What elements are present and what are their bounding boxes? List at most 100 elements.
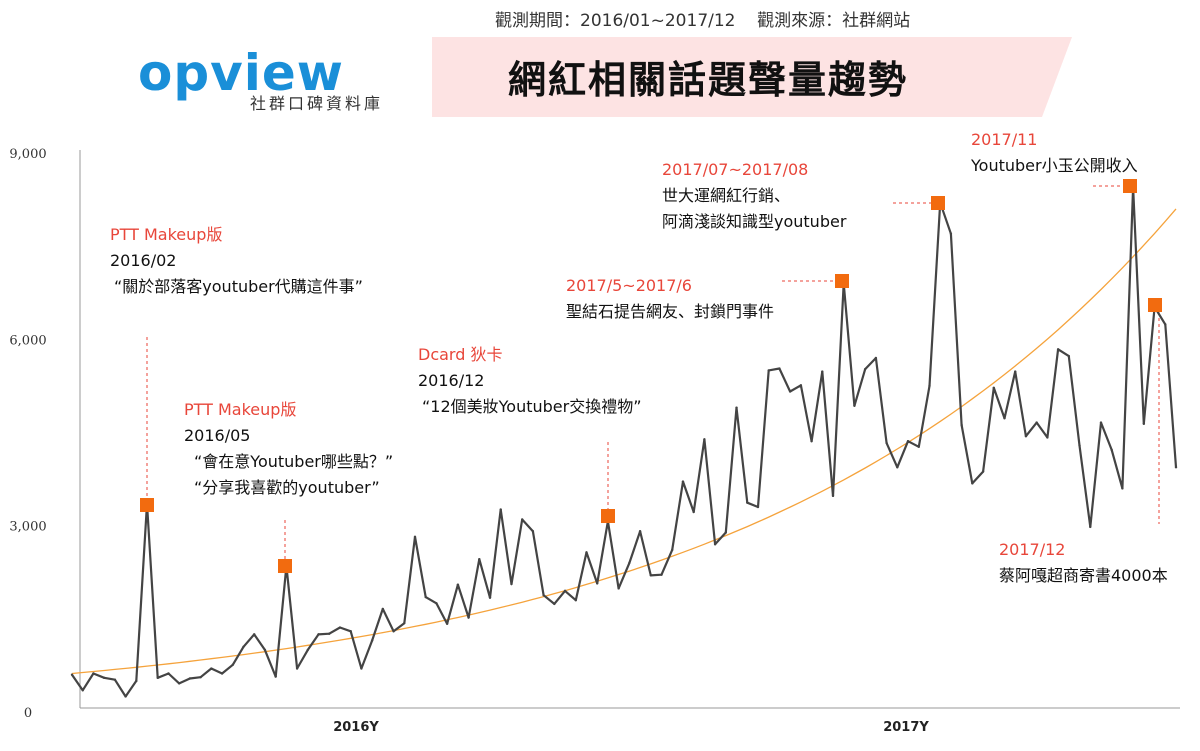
annotation-title: 2017/11 [971, 130, 1038, 149]
data-point [906, 439, 910, 443]
annotation-title: 2017/12 [999, 540, 1066, 559]
annotation-2017-07: 2017/07~2017/08 世大運網紅行銷、 阿滴淺談知識型youtuber [662, 157, 846, 235]
data-point [756, 505, 760, 509]
annotation-title: 2017/07~2017/08 [662, 160, 809, 179]
annotation-line: 蔡阿嘎超商寄書4000本 [999, 566, 1168, 585]
data-point [156, 676, 159, 680]
highlight-marker [601, 509, 615, 523]
data-point [853, 404, 856, 407]
data-point [1174, 466, 1178, 469]
data-point [788, 390, 792, 393]
data-point [220, 672, 224, 675]
data-point [499, 508, 502, 511]
highlight-marker [931, 196, 945, 210]
data-point [885, 441, 888, 445]
data-point [188, 677, 192, 680]
annotation-line: “關於部落客youtuber代購這件事” [114, 277, 363, 296]
y-tick-label: 9,000 [9, 147, 46, 162]
data-point [949, 232, 953, 235]
data-point [981, 470, 985, 473]
data-point [424, 595, 427, 599]
highlight-marker [278, 559, 292, 573]
annotation-title: PTT Makeup版 [184, 400, 297, 419]
data-point [799, 384, 803, 387]
data-point [456, 583, 460, 586]
highlight-marker [140, 498, 154, 512]
data-point [746, 501, 749, 504]
data-point [1121, 487, 1124, 490]
opview-logo: opview 社群口碑資料庫 [138, 48, 428, 113]
y-tick-label: 0 [24, 706, 32, 721]
data-point [253, 633, 256, 636]
data-point [403, 621, 406, 625]
data-point [81, 689, 84, 692]
data-point [1024, 435, 1028, 438]
data-point [1046, 436, 1049, 439]
x-tick-label: 2016Y [333, 720, 379, 735]
data-point [574, 599, 577, 602]
x-tick-label: 2017Y [883, 720, 929, 735]
annotation-dcard-2016-12: Dcard 狄卡 2016/12 “12個美妝Youtuber交換禮物” [418, 342, 642, 420]
title-banner [432, 37, 1072, 117]
data-point [1035, 421, 1038, 424]
data-point [553, 602, 556, 606]
data-point [199, 676, 202, 679]
annotation-2017-05: 2017/5~2017/6 聖結石提告網友、封鎖門事件 [566, 273, 774, 325]
trend-line [71, 208, 1177, 675]
y-tick-label: 3,000 [9, 520, 46, 535]
annotation-2017-11: 2017/11 Youtuber小玉公開收入 [971, 127, 1138, 179]
data-point [263, 648, 267, 652]
data-point [70, 673, 74, 676]
banner-shape [432, 37, 1072, 117]
annotation-line: 2016/05 [184, 426, 251, 445]
data-point [649, 574, 652, 577]
observation-info: 觀測期間：2016/01~2017/12 觀測來源：社群網站 [495, 6, 910, 31]
data-point [542, 594, 545, 597]
data-point [896, 466, 899, 469]
annotation-guides [146, 185, 1160, 560]
data-point [703, 438, 706, 441]
data-point [488, 596, 492, 599]
annotation-line: “會在意Youtuber哪些點？” [194, 452, 394, 471]
data-point [863, 367, 867, 371]
data-point [210, 667, 213, 670]
data-point [1056, 348, 1060, 351]
data-point [596, 582, 599, 585]
highlight-marker [1123, 179, 1137, 193]
data-point [306, 648, 310, 652]
highlight-marker [1148, 298, 1162, 312]
data-point [992, 386, 995, 389]
data-points [70, 185, 1178, 698]
axes [79, 150, 1180, 709]
data-point [338, 626, 342, 629]
data-point [660, 573, 663, 576]
data-point [135, 679, 138, 683]
annotation-ptt-2016-05: PTT Makeup版 2016/05 “會在意Youtuber哪些點？” “分享我喜… [184, 397, 393, 501]
data-point [392, 630, 395, 633]
logo-wordmark: opview [138, 44, 344, 102]
annotation-line: 2016/02 [110, 251, 177, 270]
data-point [628, 561, 631, 565]
data-point [1142, 422, 1146, 426]
data-point [92, 672, 95, 675]
data-point [810, 439, 813, 443]
data-point [124, 695, 127, 698]
data-point [370, 639, 374, 642]
data-point [831, 494, 835, 498]
series-line [71, 186, 1178, 698]
annotation-line: 世大運網紅行銷、 [662, 186, 791, 205]
data-point [1099, 421, 1103, 424]
data-point [510, 582, 513, 586]
data-point [328, 632, 331, 635]
data-point [531, 530, 535, 533]
data-point [971, 482, 974, 485]
data-point [113, 678, 117, 681]
annotation-line: “分享我喜歡的youtuber” [194, 478, 380, 497]
data-point [671, 548, 674, 552]
data-point [617, 587, 620, 590]
chart-title: 網紅相關話題聲量趨勢 [508, 58, 909, 102]
annotation-2017-12: 2017/12 蔡阿嘎超商寄書4000本 [999, 537, 1168, 589]
data-point [928, 384, 931, 388]
data-point [1164, 323, 1167, 326]
data-point [177, 682, 181, 685]
